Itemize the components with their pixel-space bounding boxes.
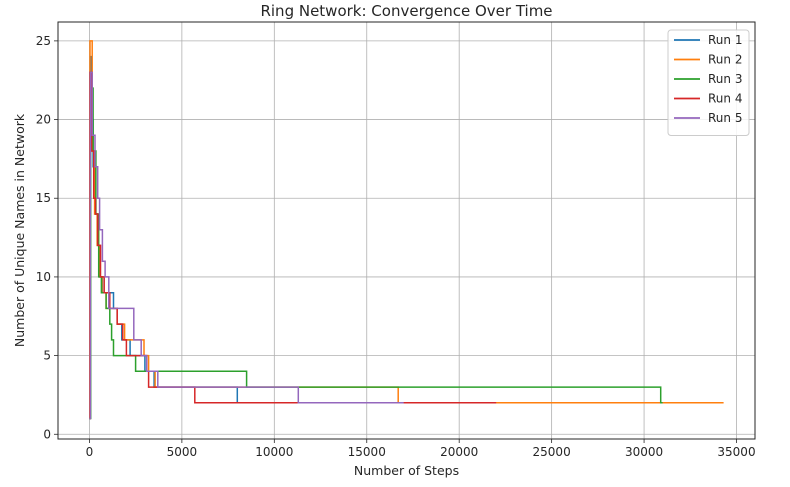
y-tick-label: 5 <box>43 349 51 363</box>
y-tick-label: 25 <box>36 34 51 48</box>
series-lines <box>89 40 724 420</box>
x-tick-label: 10000 <box>255 445 293 459</box>
legend: Run 1 Run 2 Run 3 Run 4 Run 5 <box>667 29 750 136</box>
y-tick-label: 10 <box>36 270 51 284</box>
legend-label: Run 2 <box>708 53 742 67</box>
series-line-run-5 <box>89 71 404 420</box>
legend-label: Run 4 <box>708 92 742 106</box>
y-tick-label: 0 <box>43 427 51 441</box>
legend-label: Run 5 <box>708 111 742 125</box>
series-line-run-4 <box>89 71 497 420</box>
grid <box>58 22 755 439</box>
legend-label: Run 1 <box>708 33 742 47</box>
plot-frame <box>57 21 756 440</box>
y-tick-label: 20 <box>36 113 51 127</box>
x-tick-label: 0 <box>86 445 94 459</box>
x-axis-label: Number of Steps <box>354 463 459 478</box>
x-tick-label: 35000 <box>717 445 755 459</box>
chart-title: Ring Network: Convergence Over Time <box>260 2 552 20</box>
x-tick-label: 30000 <box>625 445 663 459</box>
series-line-run-3 <box>89 87 663 420</box>
y-axis-label: Number of Unique Names in Network <box>12 113 27 347</box>
series-line-run-2 <box>89 40 724 420</box>
x-tick-label: 15000 <box>348 445 386 459</box>
x-tick-label: 25000 <box>533 445 571 459</box>
legend-label: Run 3 <box>708 72 742 86</box>
legend-box <box>667 29 750 136</box>
x-tick-label: 20000 <box>440 445 478 459</box>
y-tick-label: 15 <box>36 191 51 205</box>
ticks: 0 5000 10000 15000 20000 25000 30000 35000 0 5 10 1… <box>36 34 756 459</box>
x-tick-label: 5000 <box>167 445 198 459</box>
